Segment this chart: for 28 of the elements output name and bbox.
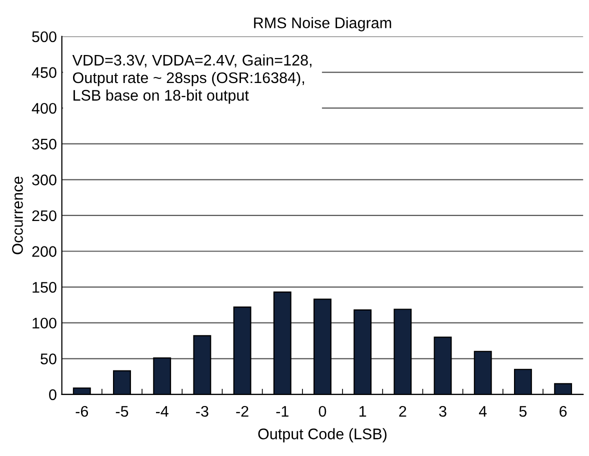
y-tick-label: 500 — [32, 31, 56, 42]
y-axis-title: Occurrence — [12, 176, 23, 254]
x-axis-title: Output Code (LSB) — [258, 428, 386, 442]
x-tick-label: -6 — [76, 406, 88, 417]
x-tick-label: -5 — [116, 406, 128, 417]
x-tick-label: -2 — [236, 406, 248, 417]
x-tick-label: 2 — [399, 406, 406, 417]
y-tick-label: 150 — [32, 282, 56, 293]
y-tick-label: 200 — [32, 246, 56, 257]
x-tick-label: 5 — [519, 406, 527, 417]
x-tick-label: 1 — [359, 406, 366, 417]
x-tick-label: -3 — [196, 406, 208, 417]
y-tick-label: 300 — [32, 174, 56, 186]
x-tick-label: -4 — [156, 406, 168, 417]
y-tick-label: 350 — [32, 138, 56, 150]
x-tick-label: -1 — [276, 406, 288, 417]
y-tick-label: 250 — [32, 210, 56, 222]
chart-title: RMS Noise Diagram — [254, 17, 392, 32]
annotation: VDD=3.3V, VDDA=2.4V, Gain=128, Output rate ~ 28sps (OSR:16384), LSB base on 18-bit output — [72, 54, 312, 104]
x-tick-label: 0 — [318, 406, 326, 417]
y-tick-label: 50 — [40, 354, 56, 364]
y-tick-label: 400 — [32, 102, 56, 114]
y-tick-label: 0 — [49, 389, 56, 400]
y-tick-label: 100 — [32, 318, 56, 329]
x-tick-label: 6 — [560, 406, 567, 417]
x-tick-label: 3 — [439, 406, 446, 417]
x-tick-label: 4 — [478, 406, 487, 417]
y-tick-label: 450 — [32, 67, 56, 78]
